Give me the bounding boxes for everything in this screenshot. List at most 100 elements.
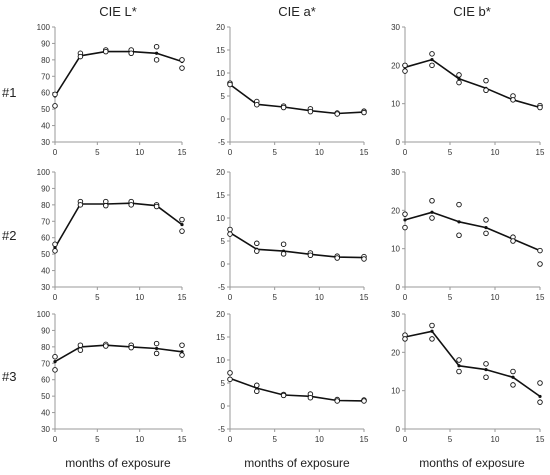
y-tick-label-r2-l: 70 xyxy=(41,217,50,226)
y-tick-label-r2-l: 60 xyxy=(41,234,50,243)
replicate-point-r1-b xyxy=(429,62,435,69)
mean-line-r2-b xyxy=(404,211,541,252)
replicate-point-r2-l xyxy=(128,202,134,208)
y-tick-label-r1-b: 20 xyxy=(391,61,400,70)
y-tick-label-r3-b: 30 xyxy=(391,310,400,319)
mean-point-r1-b xyxy=(430,57,434,62)
replicate-point-r3-b xyxy=(537,380,543,386)
y-tick-label-r1-b: 0 xyxy=(396,138,401,147)
x-tick-label-r2-b: 15 xyxy=(536,293,545,302)
replicate-point-r2-l xyxy=(179,228,185,234)
replicate-point-r3-a xyxy=(280,392,287,399)
y-tick-label-r1-b: 10 xyxy=(391,100,400,109)
replicate-point-r1-a xyxy=(280,104,287,111)
y-tick-label-r1-l: 50 xyxy=(41,105,50,114)
panel-r2-l: 30 40 50 60 70 80 90 100 0 5 10 15 xyxy=(37,168,187,302)
replicate-point-r2-b xyxy=(537,247,543,254)
y-tick-label-r2-l: 100 xyxy=(37,168,51,177)
y-tick-label-r3-l: 50 xyxy=(41,392,50,401)
x-tick-label-r3-a: 10 xyxy=(315,435,324,444)
y-tick-label-r1-b: 30 xyxy=(391,23,400,32)
replicate-point-r3-a xyxy=(307,394,314,401)
replicate-point-r3-a xyxy=(334,398,340,404)
y-tick-label-r3-b: 20 xyxy=(391,348,400,357)
mean-line-r1-l xyxy=(54,50,183,97)
x-tick-label-r2-a: 10 xyxy=(315,293,324,302)
replicate-point-r2-b xyxy=(402,224,408,231)
mean-point-r3-b xyxy=(538,394,542,399)
y-tick-label-r1-a: -5 xyxy=(218,138,226,147)
column-title-l: CIE L* xyxy=(99,4,137,19)
replicate-point-r3-b xyxy=(510,368,516,375)
mean-line-r2-l xyxy=(54,202,183,249)
x-tick-label-r2-l: 15 xyxy=(178,293,187,302)
y-tick-label-r3-a: 20 xyxy=(216,310,225,319)
panel-r1-b: 0 10 20 30 0 5 10 15 xyxy=(391,23,545,157)
x-tick-label-r3-b: 0 xyxy=(403,435,408,444)
y-tick-label-r3-l: 40 xyxy=(41,409,50,418)
replicate-point-r2-b xyxy=(456,232,462,238)
x-tick-label-r1-b: 5 xyxy=(448,148,453,157)
mean-point-r2-b xyxy=(403,218,407,222)
x-tick-label-r3-l: 10 xyxy=(135,435,144,444)
replicate-point-r2-a xyxy=(280,251,287,257)
replicate-point-r3-b xyxy=(456,368,462,375)
x-tick-label-r1-l: 0 xyxy=(53,148,58,157)
replicate-point-r1-b xyxy=(456,79,462,86)
replicate-point-r1-l xyxy=(103,48,109,55)
y-tick-label-r3-l: 80 xyxy=(41,343,50,352)
y-tick-label-r1-l: 30 xyxy=(41,138,50,147)
replicate-point-r1-b xyxy=(402,62,408,69)
y-tick-label-r1-l: 40 xyxy=(41,122,50,131)
mean-point-r2-b xyxy=(430,210,434,214)
mean-point-r2-b xyxy=(484,225,488,230)
replicate-point-r3-a xyxy=(227,370,233,376)
replicate-point-r3-a xyxy=(227,376,233,383)
y-tick-label-r2-b: 30 xyxy=(391,168,400,177)
replicate-point-r2-l xyxy=(153,203,160,210)
replicate-point-r1-b xyxy=(510,97,516,103)
x-tick-label-r3-l: 15 xyxy=(178,435,187,444)
replicate-point-r2-b xyxy=(429,197,435,204)
replicate-point-r1-a xyxy=(361,109,367,116)
replicate-point-r2-a xyxy=(280,241,287,247)
replicate-point-r1-a xyxy=(334,111,340,117)
mean-line-r2-a xyxy=(229,232,365,259)
x-tick-label-r2-a: 0 xyxy=(228,293,233,302)
mean-point-r3-b xyxy=(511,375,515,379)
y-tick-label-r3-l: 60 xyxy=(41,376,50,385)
x-tick-label-r2-b: 0 xyxy=(403,293,408,302)
y-tick-label-r3-a: 15 xyxy=(216,333,225,342)
replicate-point-r1-l xyxy=(52,103,58,109)
y-tick-label-r2-a: 20 xyxy=(216,168,225,177)
x-tick-label-r2-a: 5 xyxy=(272,293,277,302)
replicate-point-r1-l xyxy=(179,65,185,71)
x-tick-label-r2-l: 10 xyxy=(135,293,144,302)
x-tick-label-r1-b: 15 xyxy=(536,148,545,157)
row-label-2: #2 xyxy=(2,228,16,243)
y-tick-label-r3-a: 0 xyxy=(221,402,226,411)
replicate-point-r1-l xyxy=(153,57,160,63)
mean-point-r2-b xyxy=(457,220,461,224)
x-tick-label-r2-b: 10 xyxy=(491,293,500,302)
x-tick-label-r2-l: 5 xyxy=(95,293,100,302)
mean-point-r3-b xyxy=(457,364,461,368)
replicate-point-r1-l xyxy=(179,57,185,63)
x-tick-label-r1-a: 0 xyxy=(228,148,233,157)
replicate-point-r3-b xyxy=(483,374,489,381)
replicate-point-r2-l xyxy=(103,202,109,209)
replicate-point-r3-l xyxy=(103,343,109,349)
y-tick-label-r2-l: 30 xyxy=(41,283,50,292)
replicate-point-r3-l xyxy=(153,350,160,357)
replicate-point-r2-b xyxy=(537,261,543,267)
x-tick-label-r1-b: 0 xyxy=(403,148,408,157)
y-tick-label-r3-l: 90 xyxy=(41,326,50,335)
y-tick-label-r3-a: -5 xyxy=(218,425,226,434)
replicate-point-r1-l xyxy=(153,43,160,50)
x-tick-label-r3-l: 5 xyxy=(95,435,100,444)
x-tick-label-r1-l: 5 xyxy=(95,148,100,157)
mean-line-r1-b xyxy=(404,58,541,109)
replicate-point-r2-l xyxy=(52,248,58,254)
replicate-point-r1-a xyxy=(227,81,233,88)
